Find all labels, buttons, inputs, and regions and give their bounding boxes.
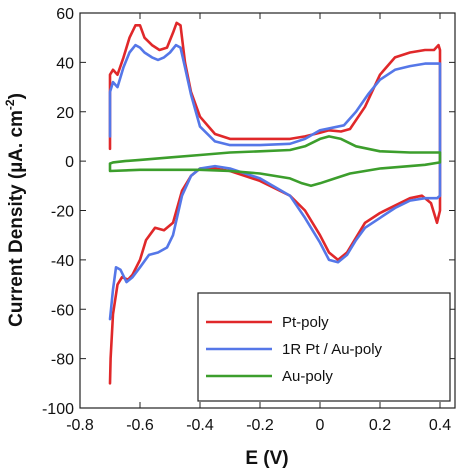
y-tick-label: -60 [51,302,74,319]
x-tick-label: -0.8 [66,417,94,434]
x-tick-label: 0.2 [369,417,391,434]
y-tick-label: -80 [51,352,74,369]
series-layer [108,21,442,385]
y-tick-label: 0 [65,154,74,171]
x-tick-label: -0.6 [126,417,154,434]
y-tick-label: 60 [56,6,74,23]
x-tick-label: 0.4 [429,417,451,434]
y-axis-label-superscript: -2 [3,99,17,110]
y-tick-label: -100 [42,401,74,418]
y-tick-label: 40 [56,55,74,72]
series-line-1 [108,43,442,321]
x-tick-label: 0 [316,417,325,434]
legend-label-1: 1R Pt / Au-poly [282,341,383,358]
legend: Pt-poly 1R Pt / Au-poly Au-poly [197,292,451,402]
series-line-2 [108,135,442,188]
y-axis-label-main: Current Density (µA. cm [6,110,27,327]
x-tick-label: -0.4 [186,417,214,434]
x-axis-ticks: -0.8 -0.6 -0.4 -0.2 0 0.2 0.4 [66,13,451,434]
x-tick-label: -0.2 [246,417,274,434]
series-line-0 [108,21,442,385]
y-tick-label: 20 [56,105,74,122]
y-axis-label: Current Density (µA. cm-2) [3,93,27,327]
legend-label-0: Pt-poly [282,314,329,331]
x-axis-label: E (V) [245,448,288,469]
y-axis-ticks: -100 -80 -60 -40 -20 0 20 40 60 [42,6,455,418]
legend-box [197,292,451,402]
y-tick-label: -20 [51,204,74,221]
y-axis-label-tail: ) [6,93,27,99]
y-tick-label: -40 [51,253,74,270]
legend-label-2: Au-poly [282,368,333,385]
